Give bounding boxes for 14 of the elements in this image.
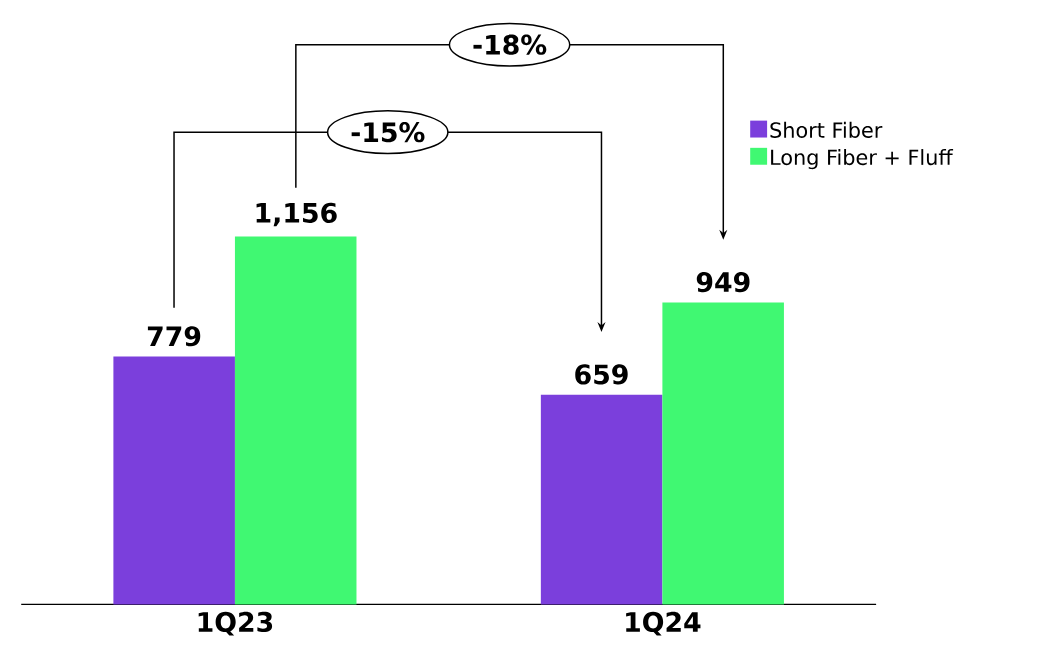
data-label: 779 — [147, 326, 201, 347]
bar — [113, 356, 235, 605]
data-label: 659 — [575, 364, 628, 385]
bar — [662, 302, 784, 605]
text: -18% — [473, 34, 547, 55]
legend-label: Long Fiber + Fluff — [771, 149, 954, 170]
x-tick-label: 1Q24 — [626, 611, 701, 636]
bar — [540, 394, 663, 605]
data-label: 949 — [696, 272, 750, 293]
legend-label: Short Fiber — [770, 121, 883, 138]
x-tick-label: 1Q23 — [198, 611, 273, 636]
data-label: 1,156 — [256, 202, 337, 227]
bar — [234, 236, 357, 605]
text: -15% — [351, 122, 425, 143]
